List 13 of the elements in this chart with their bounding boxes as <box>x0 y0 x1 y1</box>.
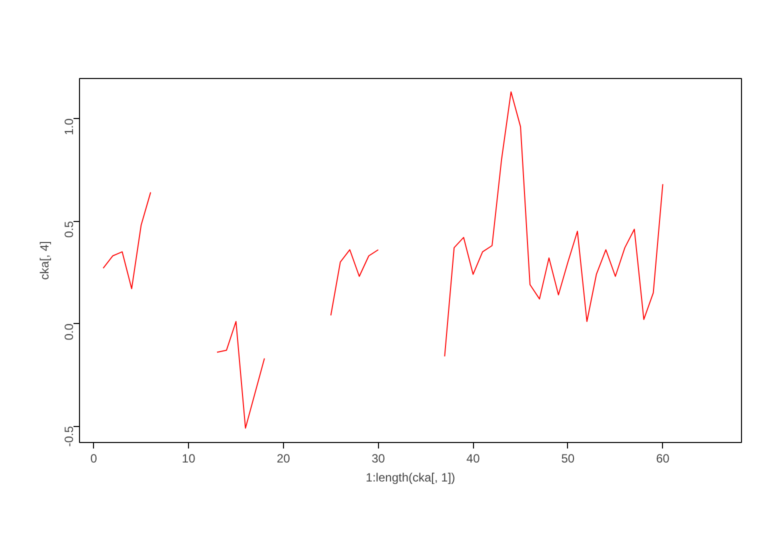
x-tick-label: 40 <box>466 452 480 466</box>
x-tick-label: 50 <box>561 452 575 466</box>
x-axis-title: 1:length(cka[, 1]) <box>366 470 456 484</box>
x-tick-label: 0 <box>90 452 98 466</box>
y-axis-title: cka[, 4] <box>38 241 52 280</box>
x-tick-label: 10 <box>182 452 196 466</box>
x-tick-label: 30 <box>372 452 386 466</box>
y-tick-label: 0.5 <box>62 220 76 238</box>
y-tick-label: 0.0 <box>62 323 76 340</box>
x-tick-label: 60 <box>656 452 670 466</box>
y-tick-label: 1.0 <box>62 118 76 136</box>
y-tick-label: -0.5 <box>62 426 76 447</box>
x-tick-label: 20 <box>276 452 290 466</box>
